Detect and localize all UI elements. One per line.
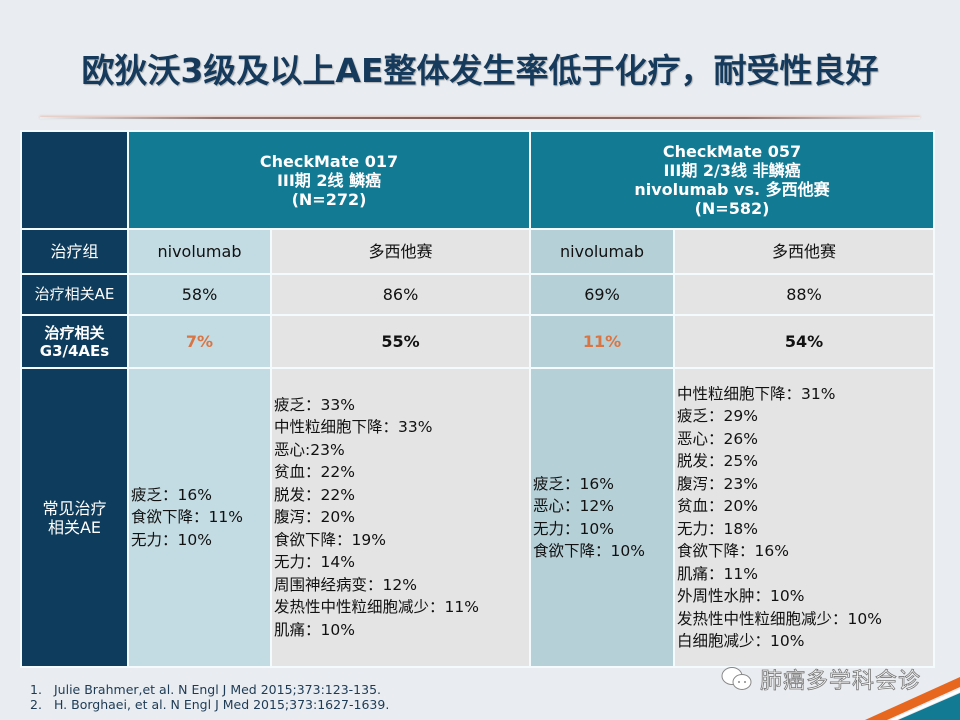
- reference-text: Julie Brahmer,et al. N Engl J Med 2015;3…: [54, 682, 382, 697]
- ae-list-item: 脱发：25%: [677, 452, 758, 470]
- ae-list-item: 恶心：26%: [677, 429, 758, 448]
- study-name: CheckMate 017: [259, 151, 399, 171]
- ae-list-item: 中性粒细胞下降：31%: [677, 384, 836, 403]
- reference-text: H. Borghaei, et al. N Engl J Med 2015;37…: [54, 697, 390, 712]
- header-checkmate-017: CheckMate 017 III期 2线 鳞癌 (N=272): [129, 132, 530, 228]
- ae-list-item: 发热性中性粒细胞减少：10%: [677, 609, 882, 628]
- table-row-common-ae: 常见治疗 相关AE 疲乏：16% 食欲下降：11% 无力：10% 疲乏：33% 中性粒…: [22, 369, 934, 666]
- ae-list-item: 疲乏：29%: [677, 407, 758, 425]
- table-cell: 多西他赛: [272, 230, 530, 273]
- study-name: CheckMate 057: [662, 142, 802, 161]
- watermark-text: 肺癌多学科会诊: [760, 669, 922, 695]
- ae-list-item: 无力：14%: [274, 553, 355, 572]
- row-label-line: G3/4AEs: [39, 341, 110, 360]
- ae-list-cm057-nivolumab: 疲乏：16% 恶心：12% 无力：10% 食欲下降：10%: [531, 369, 674, 666]
- ae-list-item: 腹泻：20%: [274, 508, 355, 527]
- ae-list-item: 食欲下降：19%: [274, 530, 386, 549]
- ae-list-item: 周围神经病变：12%: [274, 575, 417, 594]
- table-cell: nivolumab: [129, 230, 270, 273]
- table-cell: 多西他赛: [675, 230, 934, 273]
- ae-list-item: 食欲下降：10%: [533, 542, 645, 560]
- ae-list-cm017-docetaxel: 疲乏：33% 中性粒细胞下降：33% 恶心:23% 贫血：22% 脱发：22% 腹泻：20…: [272, 369, 530, 666]
- reference-number: 1.: [30, 682, 42, 697]
- row-label: 治疗组: [22, 230, 127, 273]
- row-label: 治疗相关 G3/4AEs: [22, 316, 127, 367]
- ae-list-item: 疲乏：33%: [274, 395, 355, 414]
- references: 1. Julie Brahmer,et al. N Engl J Med 2015…: [30, 682, 389, 712]
- reference-number: 2.: [30, 697, 42, 712]
- table-row-treatment-related-ae: 治疗相关AE 58% 86% 69% 88%: [22, 275, 934, 314]
- table-cell: 69%: [531, 275, 674, 314]
- table-cell: 55%: [272, 316, 530, 367]
- reference-item: 1. Julie Brahmer,et al. N Engl J Med 2015…: [30, 682, 389, 697]
- ae-list-item: 食欲下降：16%: [677, 542, 789, 560]
- table-cell: nivolumab: [531, 230, 674, 273]
- study-phase-line: III期 2线 鳞癌: [276, 170, 382, 190]
- corner-decoration: [865, 677, 960, 720]
- header-corner-cell: [22, 132, 127, 228]
- slide-title: 欧狄沃3级及以上AE整体发生率低于化疗，耐受性良好: [81, 51, 879, 90]
- ae-list-item: 恶心：12%: [533, 497, 614, 515]
- ae-list-cm017-nivolumab: 疲乏：16% 食欲下降：11% 无力：10%: [129, 369, 270, 666]
- ae-list-item: 腹泻：23%: [677, 474, 758, 493]
- study-comparison: nivolumab vs. 多西他赛: [634, 180, 830, 199]
- row-label-line: 相关AE: [47, 517, 102, 537]
- ae-list-item: 无力：10%: [131, 530, 212, 549]
- ae-list-item: 无力：18%: [677, 519, 758, 538]
- row-label: 常见治疗 相关AE: [22, 369, 127, 666]
- table-row-treatment-group: 治疗组 nivolumab 多西他赛 nivolumab 多西他赛: [22, 230, 934, 273]
- table-cell-highlight: 11%: [531, 316, 674, 367]
- table-cell-highlight: 7%: [129, 316, 270, 367]
- study-phase-line: III期 2/3线 非鳞癌: [663, 161, 801, 180]
- ae-list-item: 发热性中性粒细胞减少：11%: [274, 598, 479, 617]
- table-cell: 86%: [272, 275, 530, 314]
- ae-list-item: 无力：10%: [533, 519, 614, 538]
- watermark: 肺癌多学科会诊: [720, 663, 921, 695]
- table-cell: 54%: [675, 316, 934, 367]
- ae-list-item: 外周性水肿：10%: [677, 587, 805, 605]
- ae-list-item: 恶心:23%: [274, 440, 345, 459]
- table-cell: 88%: [675, 275, 934, 314]
- row-label-line: 治疗相关: [44, 323, 105, 342]
- ae-list-item: 食欲下降：11%: [131, 508, 243, 527]
- row-label-line: 常见治疗: [42, 498, 107, 518]
- ae-list-item: 肌痛：11%: [677, 564, 758, 583]
- ae-list-item: 脱发：22%: [274, 485, 355, 504]
- table-cell: 58%: [129, 275, 270, 314]
- header-checkmate-057: CheckMate 057 III期 2/3线 非鳞癌 nivolumab vs…: [531, 132, 934, 228]
- study-n: (N=272): [291, 189, 367, 209]
- reference-item: 2. H. Borghaei, et al. N Engl J Med 2015;…: [30, 697, 389, 712]
- wechat-icon: [721, 667, 752, 690]
- ae-list-item: 疲乏：16%: [131, 485, 212, 504]
- ae-list-item: 肌痛：10%: [274, 620, 355, 639]
- title-divider: [40, 117, 920, 119]
- table-row-g34-ae: 治疗相关 G3/4AEs 7% 55% 11% 54%: [22, 316, 934, 367]
- ae-list-cm057-docetaxel: 中性粒细胞下降：31% 疲乏：29% 恶心：26% 脱发：25% 腹泻：23% 贫血：20…: [675, 369, 934, 666]
- ae-list-item: 中性粒细胞下降：33%: [274, 418, 433, 437]
- ae-comparison-table: CheckMate 017 III期 2线 鳞癌 (N=272) CheckMa…: [20, 130, 936, 668]
- ae-list-item: 白细胞减少：10%: [677, 632, 805, 650]
- study-n: (N=582): [694, 199, 770, 218]
- ae-list-item: 贫血：22%: [274, 463, 355, 482]
- ae-list-item: 疲乏：16%: [533, 474, 614, 493]
- table-header-row: CheckMate 017 III期 2线 鳞癌 (N=272) CheckMa…: [22, 132, 934, 228]
- row-label: 治疗相关AE: [22, 275, 127, 314]
- ae-list-item: 贫血：20%: [677, 497, 758, 515]
